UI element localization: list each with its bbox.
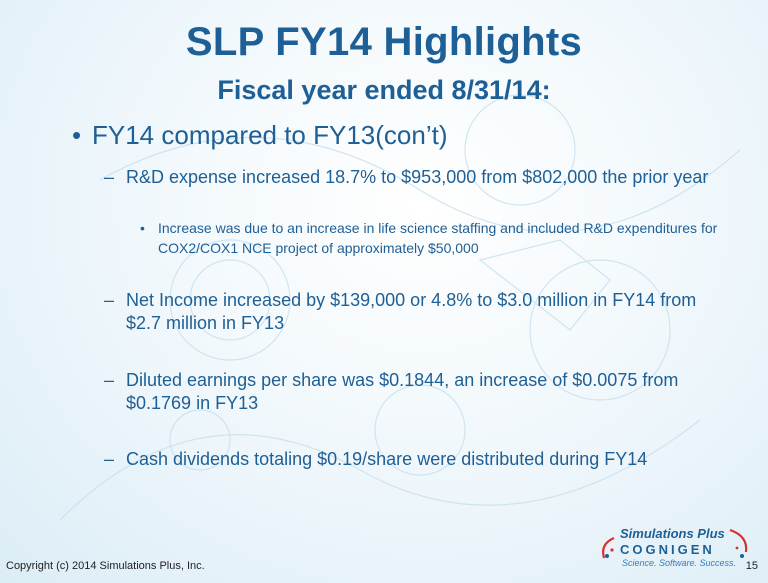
list-item-net-income: – Net Income increased by $139,000 or 4.8… bbox=[104, 289, 736, 335]
list-item-dividends: – Cash dividends totaling $0.19/share wer… bbox=[104, 448, 736, 471]
page-number: 15 bbox=[745, 560, 758, 572]
logo-tagline: Science. Software. Success. bbox=[622, 558, 737, 568]
dash-marker: – bbox=[104, 167, 115, 187]
heading-text: FY14 compared to FY13(con’t) bbox=[92, 120, 448, 150]
list-item-text: R&D expense increased 18.7% to $953,000 … bbox=[126, 167, 709, 187]
dash-marker: – bbox=[104, 290, 115, 310]
sub-list-item-rd-detail: • Increase was due to an increase in life… bbox=[140, 218, 733, 258]
bullet-marker: • bbox=[72, 120, 82, 150]
logo-swoosh-icon bbox=[602, 528, 748, 559]
dash-marker: – bbox=[104, 449, 115, 469]
list-item-text: Diluted earnings per share was $0.1844, … bbox=[126, 370, 679, 413]
slide-title: SLP FY14 Highlights bbox=[185, 20, 583, 64]
company-logo: Simulations Plus COGNIGEN Science. Softw… bbox=[598, 526, 754, 572]
heading-bullet-item: • FY14 compared to FY13(con’t) bbox=[72, 120, 732, 151]
list-item-eps: – Diluted earnings per share was $0.1844,… bbox=[104, 369, 736, 415]
slide-subtitle: Fiscal year ended 8/31/14: bbox=[217, 75, 551, 105]
logo-line1: Simulations Plus bbox=[620, 526, 725, 541]
list-item-rd-expense: – R&D expense increased 18.7% to $953,000… bbox=[104, 166, 736, 189]
logo-line2: COGNIGEN bbox=[620, 542, 715, 557]
copyright-footer: Copyright (c) 2014 Simulations Plus, Inc… bbox=[6, 560, 205, 572]
dot-marker: • bbox=[140, 220, 145, 236]
list-item-text: Cash dividends totaling $0.19/share were… bbox=[126, 449, 648, 469]
list-item-text: Net Income increased by $139,000 or 4.8%… bbox=[126, 290, 697, 333]
dash-marker: – bbox=[104, 370, 115, 390]
sub-list-item-text: Increase was due to an increase in life … bbox=[158, 220, 718, 256]
